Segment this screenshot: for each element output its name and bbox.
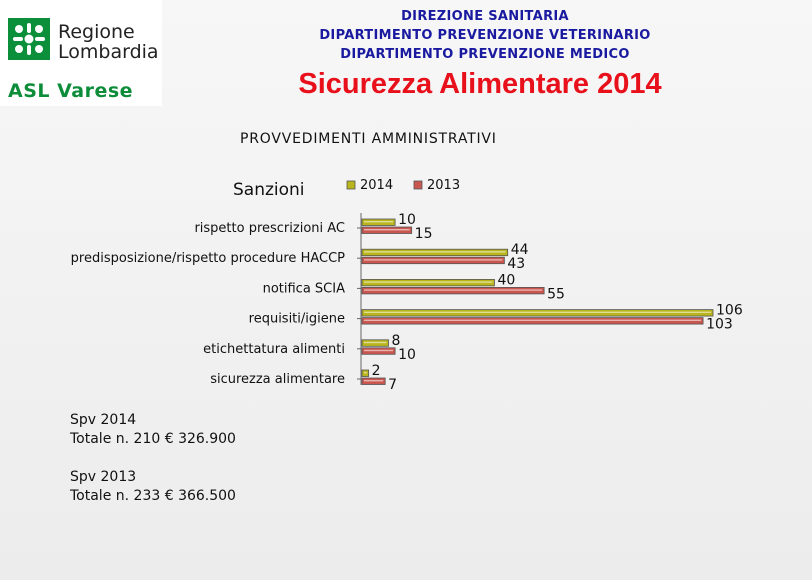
header-line-2: DIPARTIMENTO PREVENZIONE VETERINARIO: [319, 28, 651, 43]
data-label-2013: 7: [388, 377, 397, 393]
data-label-2014: 106: [716, 303, 743, 319]
regione-lombardia-logo-icon: [8, 18, 50, 60]
bar-highlight-2013: [364, 229, 410, 231]
section-subtitle: PROVVEDIMENTI AMMINISTRATIVI: [240, 131, 497, 147]
bar-highlight-2013: [364, 319, 702, 321]
bar-highlight-2014: [364, 311, 711, 313]
logo-text-lombardia: Lombardia: [58, 41, 159, 63]
data-label-2014: 10: [398, 212, 416, 228]
category-label: requisiti/igiene: [249, 312, 345, 327]
data-label-2013: 43: [507, 256, 525, 272]
totals-2013-text: Totale n. 233 € 366.500: [70, 488, 236, 504]
category-label: etichettatura alimenti: [203, 342, 345, 357]
data-label-2013: 55: [547, 286, 565, 302]
data-label-2013: 15: [415, 226, 433, 242]
data-label-2013: 10: [398, 347, 416, 363]
legend-label-2014: 2014: [360, 178, 393, 193]
legend-swatch-2014: [346, 180, 356, 190]
bar-highlight-2014: [364, 221, 394, 223]
bar-highlight-2014: [364, 281, 493, 283]
logo-box: Regione Lombardia ASL Varese: [0, 0, 162, 106]
category-label: rispetto prescrizioni AC: [194, 221, 345, 236]
sanzioni-bar-chart: Sanzioni 2014 2013 rispetto prescrizioni AC…: [71, 178, 743, 393]
bar-highlight-2013: [364, 380, 384, 382]
totals-2014-text: Totale n. 210 € 326.900: [70, 431, 236, 447]
totals-2013-label: Spv 2013: [70, 469, 137, 485]
logo-text-asl: ASL Varese: [8, 80, 134, 102]
data-label-2013: 103: [706, 317, 733, 333]
category-label: notifica SCIA: [263, 281, 345, 296]
header-line-1: DIREZIONE SANITARIA: [401, 9, 569, 24]
data-label-2014: 40: [497, 272, 515, 288]
bar-highlight-2014: [364, 341, 387, 344]
bar-highlight-2014: [364, 251, 506, 253]
header-line-3: DIPARTIMENTO PREVENZIONE MEDICO: [340, 47, 630, 62]
totals-2013: Spv 2013 Totale n. 233 € 366.500: [70, 468, 236, 506]
totals-2014-label: Spv 2014: [70, 412, 137, 428]
data-label-2014: 2: [372, 363, 381, 379]
bar-highlight-2014: [364, 372, 367, 374]
legend-label-2013: 2013: [427, 178, 460, 193]
logo-text-regione: Regione: [58, 21, 135, 43]
bar-highlight-2013: [364, 289, 543, 291]
category-label: sicurezza alimentare: [210, 372, 345, 387]
bar-highlight-2013: [364, 349, 394, 352]
data-label-2014: 44: [511, 242, 529, 258]
chart-title: Sanzioni: [233, 180, 305, 200]
bar-highlight-2013: [364, 259, 503, 261]
category-label: predisposizione/rispetto procedure HACCP: [71, 251, 345, 266]
data-label-2014: 8: [391, 333, 400, 349]
totals-2014: Spv 2014 Totale n. 210 € 326.900: [70, 411, 236, 449]
page-title: Sicurezza Alimentare 2014: [298, 68, 662, 100]
legend-swatch-2013: [413, 180, 423, 190]
